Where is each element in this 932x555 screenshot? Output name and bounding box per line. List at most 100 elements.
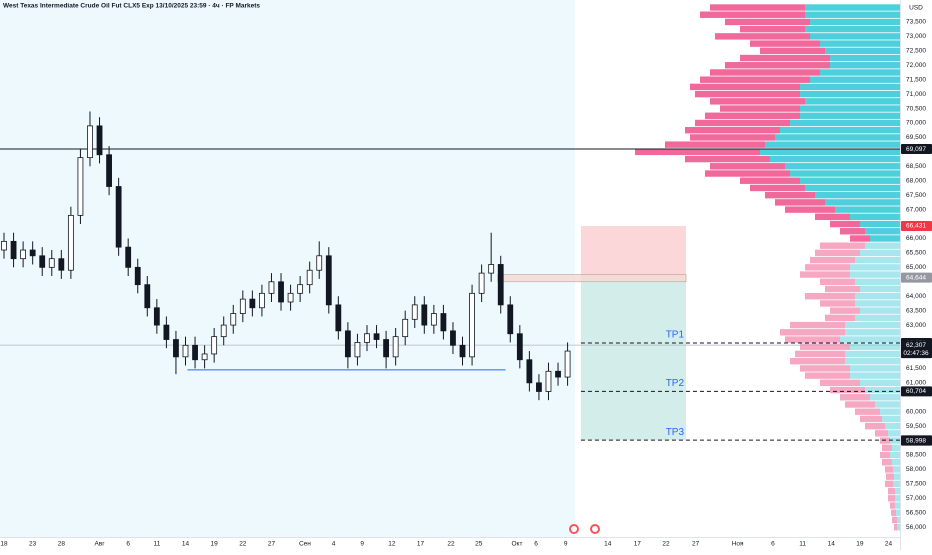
candle-body — [39, 255, 46, 268]
candle-body — [249, 298, 256, 309]
x-tick-label: 19 — [211, 541, 219, 548]
x-tick-label: 6 — [126, 541, 130, 548]
profile-buy-bar — [860, 379, 900, 387]
y-tick-label: 72,500 — [906, 48, 926, 55]
profile-sell-bar — [810, 256, 855, 264]
profile-sell-bar — [800, 365, 850, 372]
profile-buy-bar — [850, 213, 900, 221]
x-tick-label: 17 — [417, 541, 425, 548]
x-tick-label: 14 — [182, 541, 190, 548]
profile-sell-bar — [820, 300, 855, 307]
profile-sell-bar — [700, 76, 810, 83]
profile-sell-bar — [785, 336, 840, 343]
profile-buy-bar — [760, 148, 900, 156]
profile-sell-bar — [790, 321, 845, 329]
y-tick-label: 60,000 — [906, 408, 926, 415]
candle-body — [67, 214, 74, 271]
profile-buy-bar — [897, 516, 900, 524]
profile-sell-bar — [830, 307, 860, 314]
profile-buy-bar — [850, 365, 900, 372]
candle-body — [297, 284, 304, 294]
candle-body — [239, 298, 246, 314]
profile-buy-bar — [855, 256, 900, 264]
candle-body — [259, 292, 265, 309]
profile-buy-bar — [896, 509, 900, 516]
profile-buy-bar — [855, 278, 900, 285]
profile-buy-bar — [845, 350, 900, 358]
profile-sell-bar — [710, 163, 785, 170]
y-tick-label: 58,000 — [906, 466, 926, 473]
candle-body — [402, 318, 409, 338]
profile-sell-bar — [685, 126, 780, 134]
profile-buy-bar — [860, 307, 900, 314]
profile-sell-bar — [715, 33, 810, 40]
candle-body — [125, 246, 132, 268]
y-tick-label: 64,000 — [906, 293, 926, 300]
profile-sell-bar — [860, 415, 882, 423]
profile-sell-bar — [785, 206, 835, 213]
x-tick-label: 17 — [634, 541, 642, 548]
y-tick-label: 69,500 — [906, 134, 926, 141]
profile-sell-bar — [750, 40, 820, 47]
y-tick-label: 56,000 — [906, 524, 926, 531]
y-tick-label: 56,500 — [906, 509, 926, 516]
candle-body — [364, 333, 370, 343]
profile-buy-bar — [800, 112, 900, 119]
profile-sell-bar — [695, 119, 790, 127]
price-label-box — [901, 272, 932, 283]
profile-sell-bar — [845, 401, 875, 408]
price-label-box — [901, 386, 932, 397]
candle-body — [555, 370, 561, 378]
profile-buy-bar — [855, 314, 900, 322]
candle-body — [450, 330, 456, 346]
profile-buy-bar — [885, 422, 900, 430]
target-label: TP2 — [666, 378, 685, 389]
profile-buy-bar — [870, 394, 900, 401]
candle-body — [220, 324, 227, 338]
profile-buy-bar — [850, 264, 900, 271]
y-tick-label: 71,000 — [906, 91, 926, 98]
candle-body — [536, 382, 542, 392]
y-tick-label: 70,500 — [906, 105, 926, 112]
candle-body — [421, 304, 428, 326]
x-tick-label: 14 — [604, 541, 612, 548]
x-tick-label: 12 — [388, 541, 396, 548]
profile-buy-bar — [865, 386, 900, 394]
y-tick-label: 59,500 — [906, 423, 926, 430]
profile-buy-bar — [820, 40, 900, 47]
candle-body — [488, 264, 495, 274]
profile-sell-bar — [665, 141, 765, 148]
y-tick-label: 57,500 — [906, 481, 926, 488]
profile-sell-bar — [720, 105, 800, 112]
price-label-box — [901, 144, 932, 155]
chart-title: West Texas Intermediate Crude Oil Fut CL… — [3, 3, 260, 10]
y-tick-label: 58,500 — [906, 452, 926, 459]
profile-sell-bar — [750, 184, 805, 192]
x-tick-label: 19 — [856, 541, 864, 548]
profile-sell-bar — [875, 430, 888, 437]
profile-sell-bar — [888, 495, 895, 502]
history-shade — [0, 0, 575, 537]
profile-sell-bar — [800, 271, 850, 278]
profile-buy-bar — [825, 199, 900, 206]
x-tick-label: Ноя — [732, 541, 744, 548]
profile-sell-bar — [705, 170, 790, 177]
x-tick-label: 18 — [0, 541, 8, 548]
profile-sell-bar — [892, 516, 897, 524]
y-tick-label: 65,500 — [906, 250, 926, 257]
profile-buy-bar — [845, 357, 900, 365]
profile-buy-bar — [810, 33, 900, 40]
y-tick-label: 71,500 — [906, 76, 926, 83]
profile-sell-bar — [780, 329, 845, 336]
profile-sell-bar — [805, 293, 855, 300]
y-tick-label: 65,000 — [906, 264, 926, 271]
time-axis — [0, 538, 900, 550]
profile-buy-bar — [850, 343, 900, 350]
candle-body — [10, 240, 17, 260]
y-tick-label: 57,000 — [906, 495, 926, 502]
candle-body — [268, 281, 275, 294]
profile-buy-bar — [815, 191, 900, 199]
candle-body — [106, 154, 112, 187]
candle-body — [440, 313, 447, 332]
currency-label: USD — [909, 5, 923, 12]
